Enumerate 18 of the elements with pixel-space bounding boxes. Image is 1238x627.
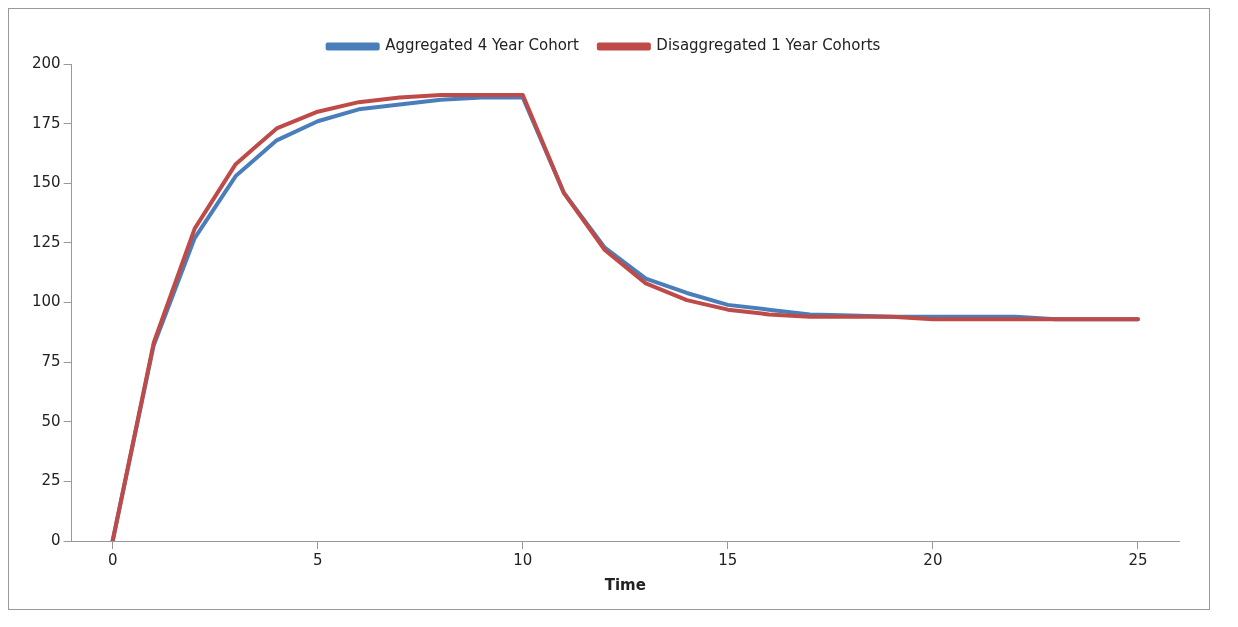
x-tick-label: 15 [718, 550, 738, 569]
y-tick-label: 200 [31, 53, 61, 72]
legend-label: Aggregated 4 Year Cohort [385, 36, 579, 55]
y-tick-label: 150 [31, 173, 61, 192]
y-tick-label: 100 [31, 292, 61, 311]
y-tick-label: 75 [41, 352, 61, 371]
y-tick-label: 175 [31, 113, 61, 132]
x-tick-label: 0 [107, 550, 118, 569]
y-tick-label: 25 [41, 471, 61, 490]
y-tick-label: 50 [41, 411, 61, 430]
legend-label: Disaggregated 1 Year Cohorts [656, 36, 881, 55]
x-tick-label: 5 [312, 550, 323, 569]
y-tick-label: 0 [51, 530, 61, 549]
x-tick-label: 25 [1128, 550, 1148, 569]
x-axis-title: Time [604, 575, 646, 594]
y-tick-label: 125 [31, 232, 61, 251]
x-tick-label: 10 [513, 550, 533, 569]
x-tick-label: 20 [923, 550, 943, 569]
